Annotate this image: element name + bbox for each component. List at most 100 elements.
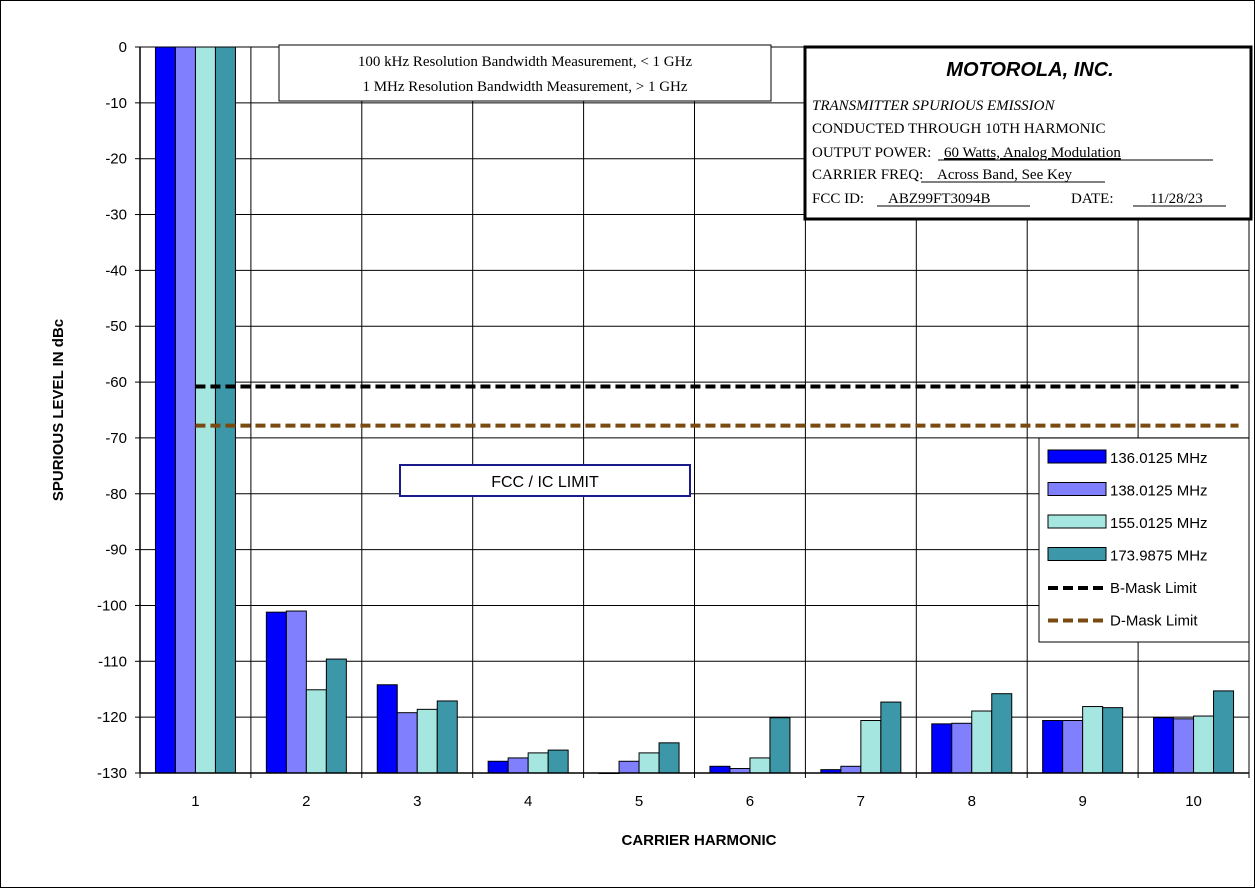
x-tick-label: 1 — [191, 793, 199, 810]
bar — [174, 46, 196, 774]
legend-swatch — [1047, 514, 1107, 529]
bar — [1153, 717, 1175, 774]
bar — [154, 46, 176, 774]
rbw-note-line1: 100 kHz Resolution Bandwidth Measurement… — [358, 54, 693, 70]
bar — [1102, 707, 1124, 774]
y-tick-label: -30 — [105, 207, 127, 224]
legend-label: 138.0125 MHz — [1110, 483, 1208, 500]
bar — [1213, 690, 1235, 774]
date-value: 11/28/23 — [1150, 191, 1203, 207]
info-title: TRANSMITTER SPURIOUS EMISSION — [812, 98, 1055, 114]
y-tick-label: -120 — [97, 709, 127, 726]
bar — [1193, 715, 1215, 774]
bar — [487, 760, 509, 774]
freq-value: Across Band, See Key — [937, 167, 1072, 183]
bar — [709, 765, 731, 774]
fcc-limit-label: FCC / IC LIMIT — [399, 464, 691, 497]
x-tick-label: 9 — [1078, 793, 1086, 810]
y-tick-label: 0 — [119, 39, 127, 56]
legend-swatch — [1047, 482, 1107, 496]
x-tick-label: 8 — [968, 793, 976, 810]
bar — [376, 684, 398, 774]
bar — [416, 708, 438, 774]
axes — [135, 46, 1250, 778]
freq-label: CARRIER FREQ: — [812, 167, 923, 183]
bar — [931, 723, 953, 774]
bar — [1062, 720, 1084, 774]
fcc-limit-text: FCC / IC LIMIT — [491, 474, 599, 491]
legend-swatch — [1047, 449, 1107, 464]
bar — [840, 765, 862, 774]
x-tick-label: 6 — [746, 793, 754, 810]
legend-label: 173.9875 MHz — [1110, 548, 1208, 565]
y-tick-label: -100 — [97, 597, 127, 614]
x-tick-label: 4 — [524, 793, 532, 810]
y-tick-label: -80 — [105, 486, 127, 503]
bar — [971, 710, 993, 774]
y-tick-label: -70 — [105, 430, 127, 447]
legend: 136.0125 MHz 138.0125 MHz 155.0125 MHz 173.… — [1038, 437, 1250, 643]
power-label: OUTPUT POWER: — [812, 145, 931, 161]
company-name: MOTOROLA, INC. — [946, 59, 1113, 81]
y-tick-label: -50 — [105, 318, 127, 335]
bar — [436, 700, 458, 774]
info-box: MOTOROLA, INC. TRANSMITTER SPURIOUS EMIS… — [803, 45, 1253, 221]
fcc-label: FCC ID: — [812, 191, 864, 207]
y-tick-labels: 0 -10 -20 -30 -40 -50 -60 -70 -80 -90 -100 -110 -120… — [97, 39, 127, 782]
x-tick-label: 3 — [413, 793, 421, 810]
bar — [507, 757, 529, 774]
y-tick-label: -60 — [105, 374, 127, 391]
bar — [951, 722, 973, 774]
y-axis-title: SPURIOUS LEVEL IN dBc — [50, 319, 67, 501]
bar — [991, 693, 1013, 774]
bar — [265, 611, 287, 774]
bar — [860, 720, 882, 774]
x-tick-label: 7 — [857, 793, 865, 810]
power-value: 60 Watts, Analog Modulation — [944, 145, 1121, 161]
bar — [1042, 720, 1064, 774]
y-tick-label: -40 — [105, 262, 127, 279]
info-box-border — [803, 45, 1253, 221]
x-tick-labels: 1 2 3 4 5 6 7 8 9 10 — [191, 793, 1202, 810]
bar — [305, 689, 327, 774]
bar — [325, 658, 347, 774]
bars — [154, 46, 1235, 774]
x-tick-label: 5 — [635, 793, 643, 810]
x-tick-label: 10 — [1185, 793, 1202, 810]
bar — [194, 46, 216, 774]
bar — [769, 717, 791, 774]
bar — [658, 742, 680, 774]
bar — [618, 760, 640, 774]
bar — [749, 757, 771, 774]
bar — [638, 752, 660, 774]
limit-lines — [195, 384, 1239, 428]
fcc-limit-border — [399, 464, 691, 497]
y-tick-label: -90 — [105, 542, 127, 559]
bar — [547, 749, 569, 774]
x-axis-title: CARRIER HARMONIC — [622, 832, 777, 849]
bar — [1082, 706, 1104, 774]
bar — [527, 752, 549, 774]
y-tick-label: -10 — [105, 95, 127, 112]
y-tick-label: -110 — [98, 653, 127, 670]
fcc-value: ABZ99FT3094B — [888, 191, 991, 207]
bar — [880, 701, 902, 774]
bar — [396, 712, 418, 774]
bar — [285, 610, 307, 774]
legend-label: 155.0125 MHz — [1110, 515, 1208, 532]
bar — [1173, 718, 1195, 774]
bar — [214, 46, 236, 774]
info-line-harmonic: CONDUCTED THROUGH 10TH HARMONIC — [812, 121, 1105, 137]
x-tick-label: 2 — [302, 793, 310, 810]
rbw-note-box: 100 kHz Resolution Bandwidth Measurement… — [278, 44, 772, 102]
legend-swatch — [1047, 547, 1107, 561]
rbw-note-border — [278, 44, 772, 102]
legend-label: D-Mask Limit — [1110, 613, 1198, 630]
date-label: DATE: — [1071, 191, 1114, 207]
legend-label: B-Mask Limit — [1110, 580, 1198, 597]
y-tick-label: -130 — [97, 765, 127, 782]
legend-label: 136.0125 MHz — [1110, 450, 1208, 467]
legend-border — [1038, 437, 1250, 643]
rbw-note-line2: 1 MHz Resolution Bandwidth Measurement, … — [362, 79, 687, 95]
